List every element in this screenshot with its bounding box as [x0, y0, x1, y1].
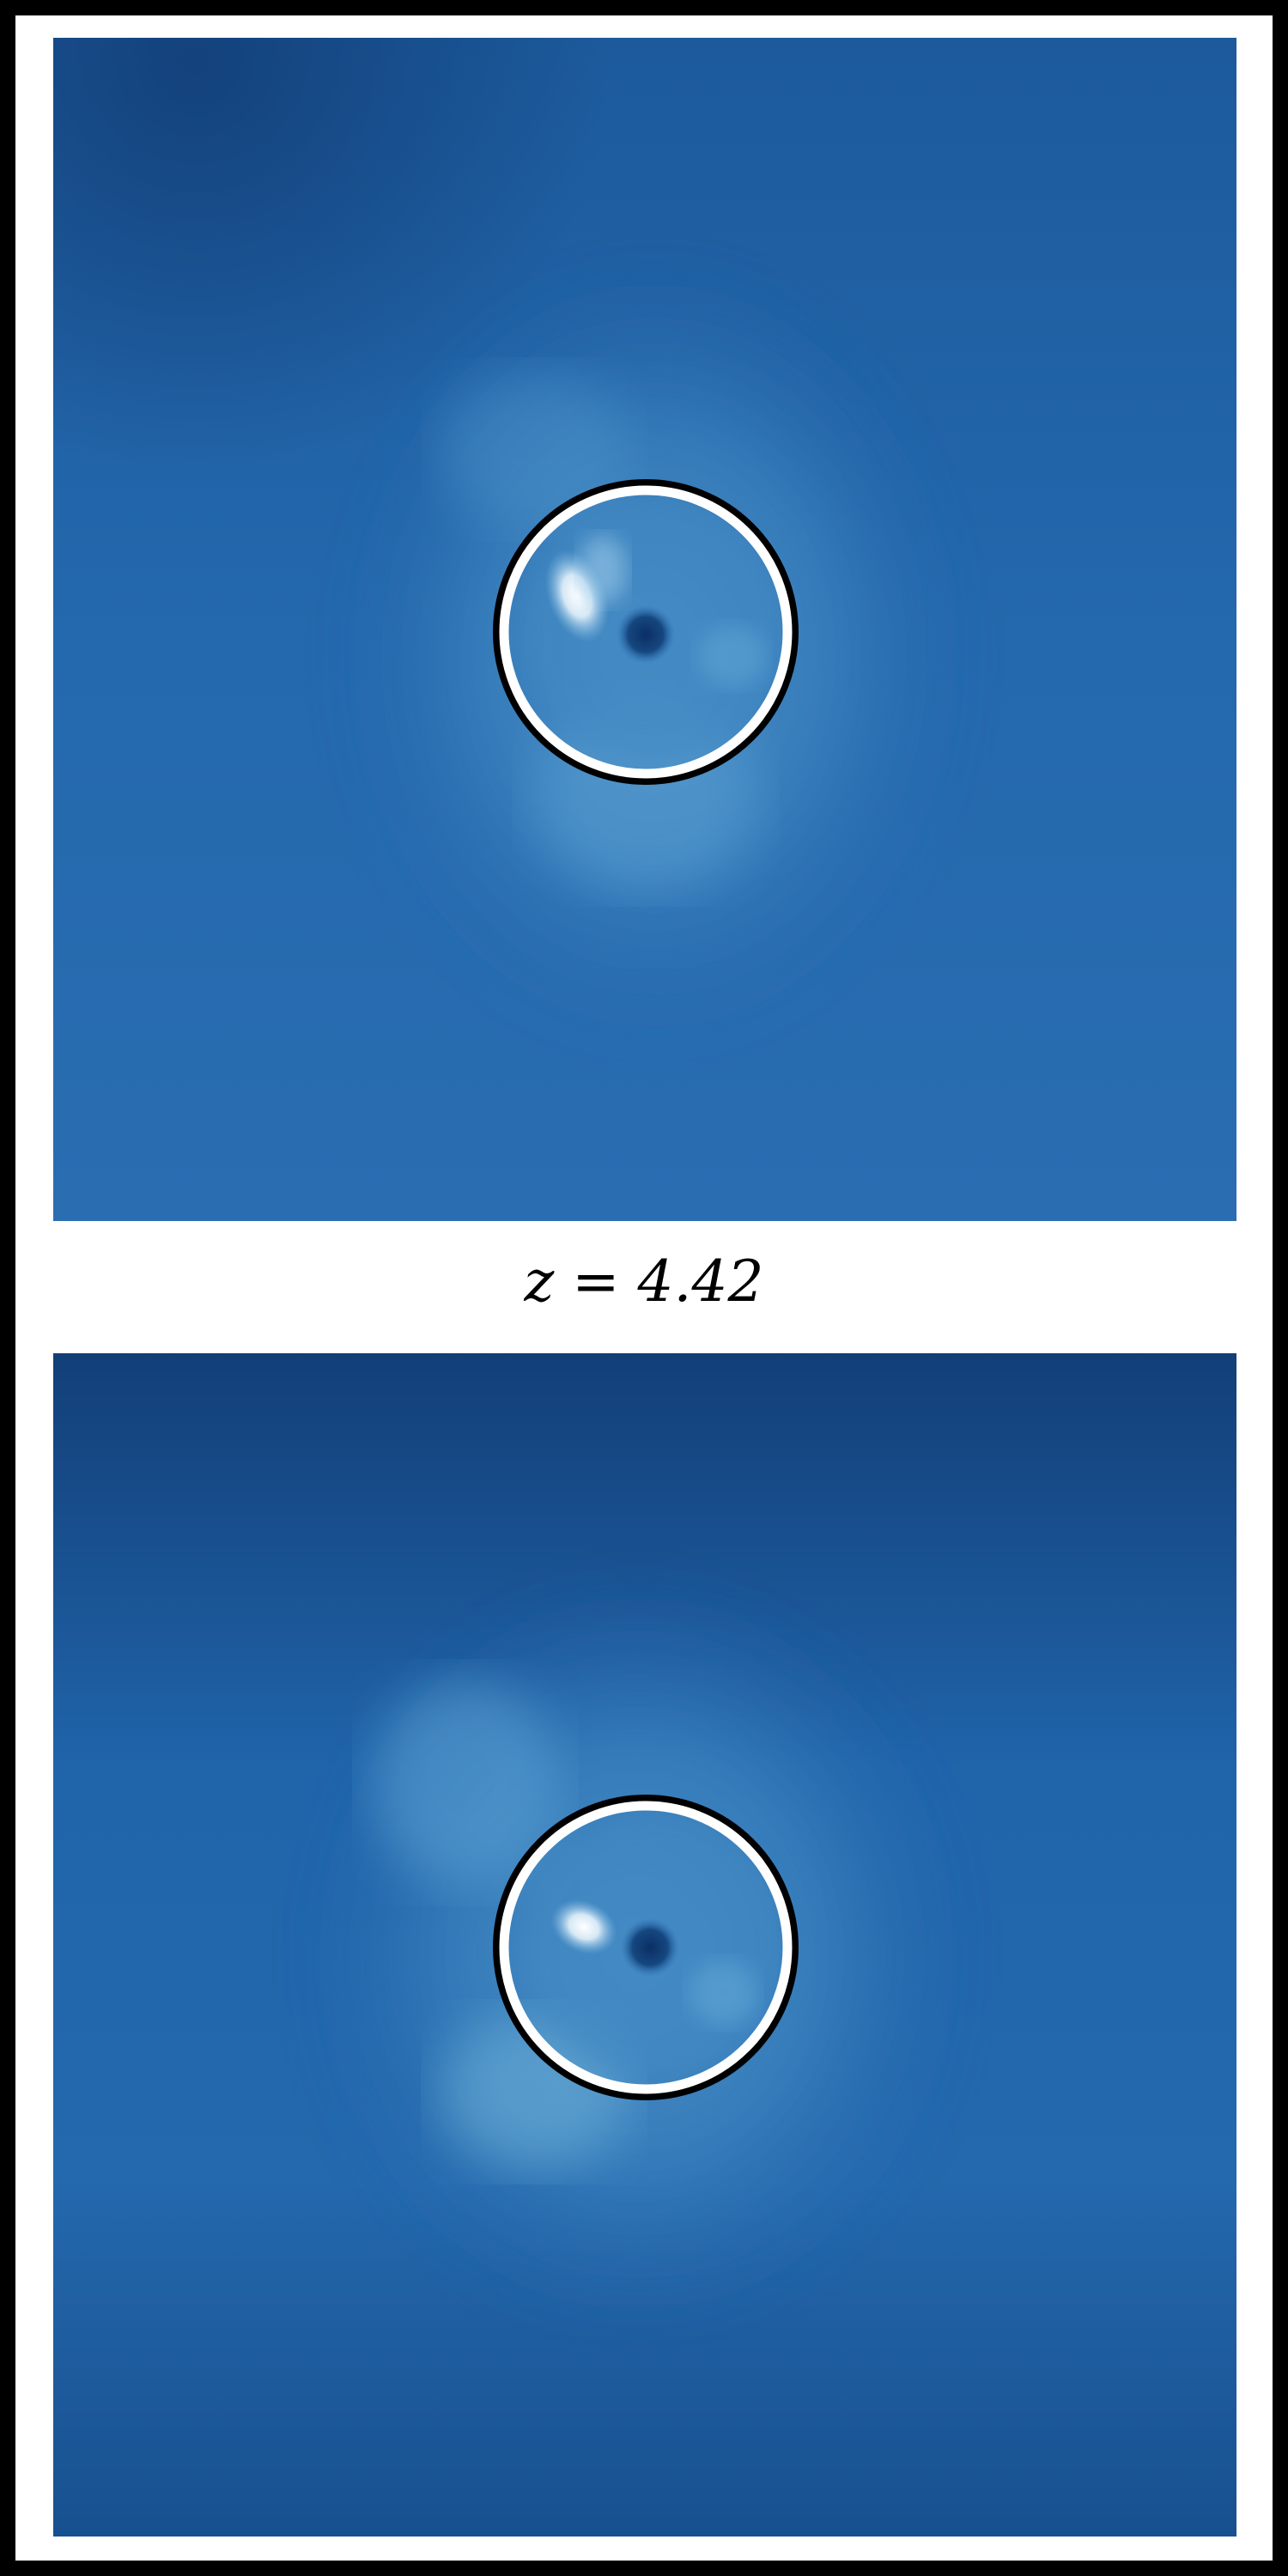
- lower-aperture-circle: [499, 1801, 793, 2094]
- upper-density-map: [53, 38, 1236, 1221]
- lower-aperture-outer: [493, 1795, 799, 2100]
- lower-image-panel: [53, 1353, 1236, 2537]
- lower-density-map: [53, 1353, 1236, 2537]
- upper-image-panel: [53, 38, 1236, 1221]
- upper-aperture-outer: [493, 479, 799, 785]
- upper-aperture-circle: [499, 485, 793, 779]
- figure-frame: z = 4.42: [15, 15, 1273, 2561]
- redshift-label: z = 4.42: [524, 1248, 764, 1315]
